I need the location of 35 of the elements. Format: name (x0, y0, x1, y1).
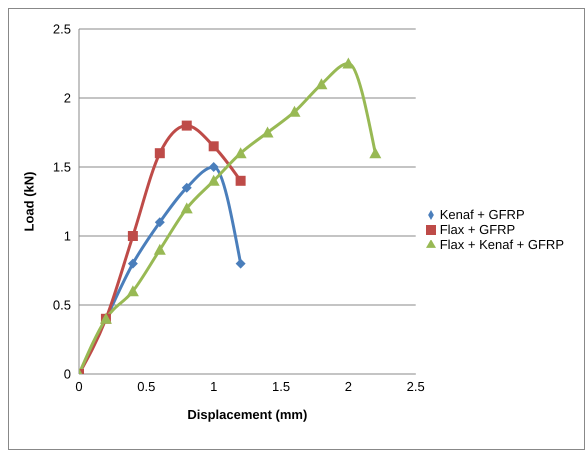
point (208, 174, 220, 186)
point (126, 285, 139, 296)
point (154, 148, 165, 158)
point (369, 147, 382, 158)
point (182, 120, 192, 131)
x-tick-label: 0 (75, 379, 83, 394)
y-tick-label: 0.5 (52, 298, 71, 313)
point (154, 217, 165, 228)
y-tick-label: 2 (64, 90, 71, 106)
legend-label: Flax + GFRP (440, 222, 516, 236)
legend-label: Flax + Kenaf + GFRP (440, 236, 564, 252)
point (234, 147, 247, 158)
point (182, 182, 192, 193)
x-tick-label: 1 (210, 379, 218, 394)
y-tick-label: 2.5 (52, 22, 71, 37)
point (180, 202, 193, 214)
x-axis-title: Displacement (mm) (187, 407, 308, 422)
point (236, 176, 246, 186)
point (128, 231, 138, 241)
point (315, 78, 328, 90)
point (154, 244, 166, 255)
y-tick-label: 0 (64, 366, 71, 382)
y-tick-label: 1 (64, 228, 71, 244)
point (208, 162, 219, 172)
y-tick-label: 1.5 (52, 160, 71, 175)
x-tick-label: 1.5 (272, 379, 290, 394)
point (288, 106, 300, 117)
point (236, 258, 246, 269)
x-tick-label: 0.5 (137, 379, 156, 394)
point (208, 141, 219, 152)
point (128, 258, 138, 269)
x-tick-label: 2.5 (406, 379, 425, 394)
legend-label: Kenaf + GFRP (440, 206, 525, 222)
x-tick-label: 2 (344, 379, 352, 394)
y-axis-title: Load (kN) (22, 172, 37, 232)
